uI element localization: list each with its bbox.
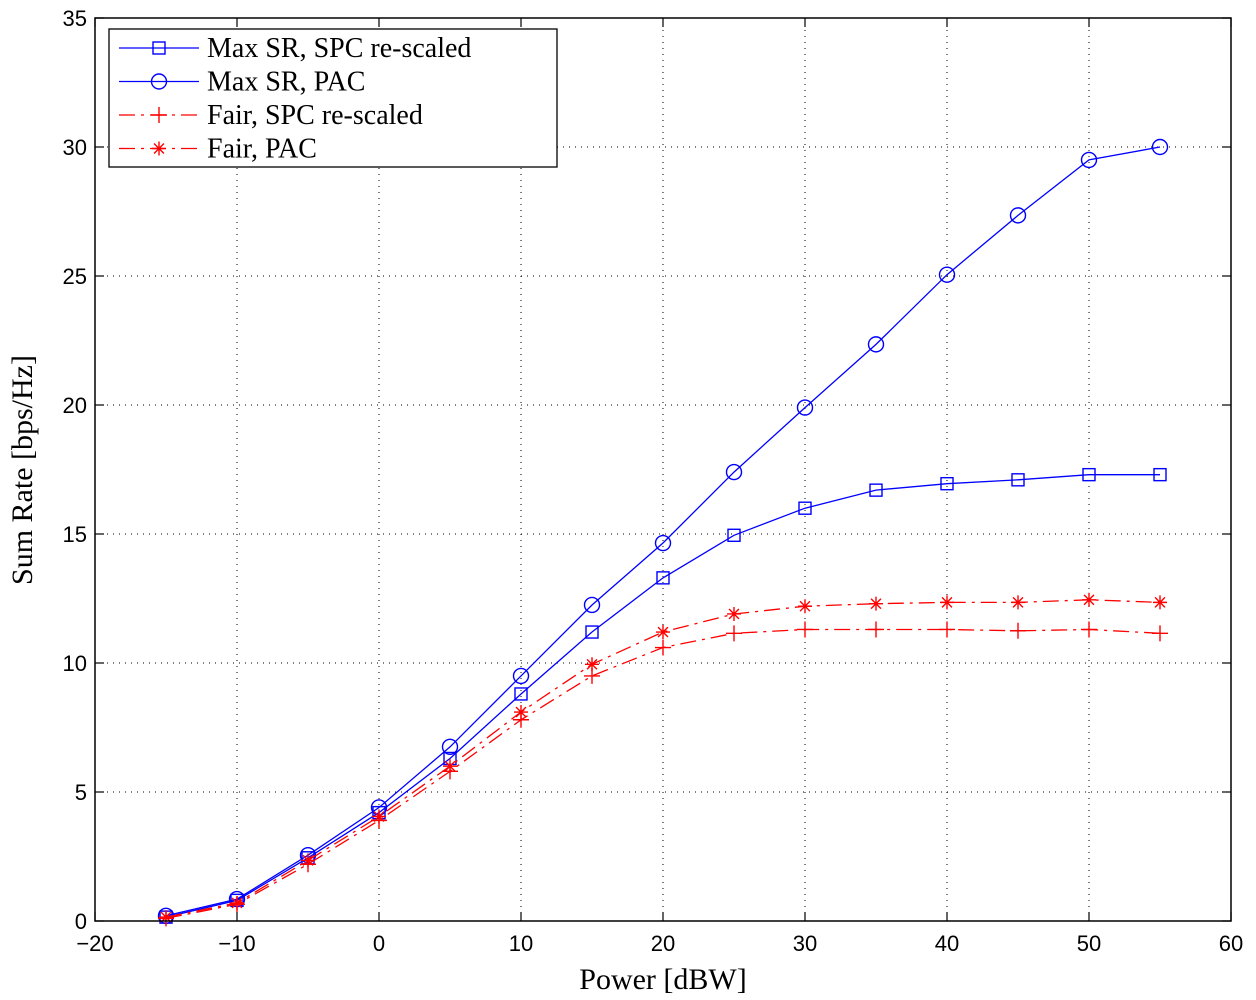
legend-marker-star — [152, 141, 166, 156]
data-point-star — [798, 599, 812, 614]
series-3 — [159, 592, 1167, 925]
data-point-star — [1082, 592, 1096, 607]
data-point-star — [940, 595, 954, 610]
legend-marker-square — [152, 41, 166, 55]
y-tick-label: 15 — [63, 522, 87, 547]
data-point-circle — [654, 534, 672, 552]
y-tick-label: 30 — [63, 135, 87, 160]
data-point-star — [443, 759, 457, 774]
data-point-circle — [1009, 207, 1027, 224]
data-point-star — [230, 895, 244, 910]
series-line-1 — [165, 146, 1161, 917]
x-tick-label: 30 — [793, 931, 817, 956]
data-point-star — [372, 809, 386, 824]
data-point-star — [869, 596, 883, 611]
x-tick-label: 40 — [935, 931, 959, 956]
data-point-circle — [441, 738, 459, 756]
y-tick-label: 20 — [63, 393, 87, 418]
x-axis-title: Power [dBW] — [579, 963, 746, 996]
data-point-square — [1153, 467, 1167, 482]
legend-label: Max SR, SPC re-scaled — [207, 33, 471, 64]
y-tick-label: 0 — [75, 909, 87, 934]
y-tick-label: 10 — [63, 651, 87, 676]
data-point-star — [514, 705, 528, 720]
legend-box — [108, 28, 558, 168]
legend-marker-circle — [150, 73, 168, 90]
data-point-plus — [868, 621, 884, 638]
y-tick-label: 35 — [63, 6, 87, 31]
data-point-star — [585, 657, 599, 672]
data-point-circle — [512, 667, 530, 685]
data-point-star — [727, 606, 741, 621]
data-point-square — [869, 483, 883, 497]
legend-item: Fair, SPC re-scaled — [119, 100, 423, 131]
data-point-square — [585, 625, 599, 639]
data-point-plus — [1010, 622, 1026, 639]
data-point-star — [301, 853, 315, 868]
ticks: −20 −10 0 10 20 30 40 50 60 0 5 10 15 20 25 30 35 — [63, 6, 1244, 956]
data-point-square — [1082, 467, 1096, 482]
x-tick-label: −20 — [76, 931, 113, 956]
data-point-circle — [1151, 138, 1169, 156]
data-point-plus — [1081, 621, 1097, 638]
x-tick-label: 10 — [509, 931, 533, 956]
data-point-circle — [583, 596, 601, 614]
data-point-square — [1011, 473, 1025, 487]
data-point-square — [940, 476, 954, 491]
data-point-square — [656, 571, 670, 585]
y-tick-label: 5 — [75, 780, 87, 805]
legend-marker-plus — [151, 107, 167, 123]
data-point-circle — [725, 463, 743, 481]
x-tick-label: 50 — [1077, 931, 1101, 956]
legend-label: Fair, SPC re-scaled — [207, 100, 423, 131]
data-point-plus — [1152, 625, 1168, 642]
series-layer — [157, 138, 1169, 927]
data-point-star — [656, 625, 670, 640]
series-line-0 — [165, 474, 1160, 918]
series-1 — [157, 138, 1169, 925]
x-tick-label: 60 — [1219, 931, 1243, 956]
legend-label: Max SR, PAC — [207, 67, 365, 98]
legend-item: Max SR, PAC — [119, 67, 365, 98]
legend-item: Fair, PAC — [119, 134, 317, 165]
data-point-star — [1011, 595, 1025, 610]
y-tick-label: 25 — [63, 264, 87, 289]
grid — [95, 18, 1231, 921]
x-tick-label: −10 — [218, 931, 255, 956]
data-point-circle — [1080, 151, 1098, 169]
data-point-plus — [655, 639, 671, 656]
data-point-circle — [867, 336, 885, 353]
x-tick-label: 20 — [651, 931, 675, 956]
x-tick-label: 0 — [373, 931, 385, 956]
data-point-square — [514, 687, 528, 701]
data-point-plus — [939, 621, 955, 638]
y-axis-title: Sum Rate [bps/Hz] — [6, 355, 39, 585]
data-point-square — [798, 501, 812, 515]
series-line-3 — [165, 599, 1161, 918]
data-point-star — [159, 910, 173, 925]
data-point-star — [1153, 595, 1167, 610]
data-point-square — [727, 528, 741, 542]
data-point-circle — [796, 399, 814, 416]
data-point-plus — [726, 625, 742, 642]
data-point-circle — [938, 266, 956, 283]
legend-label: Fair, PAC — [207, 134, 317, 165]
data-point-plus — [797, 621, 813, 638]
legend-item: Max SR, SPC re-scaled — [119, 33, 471, 64]
